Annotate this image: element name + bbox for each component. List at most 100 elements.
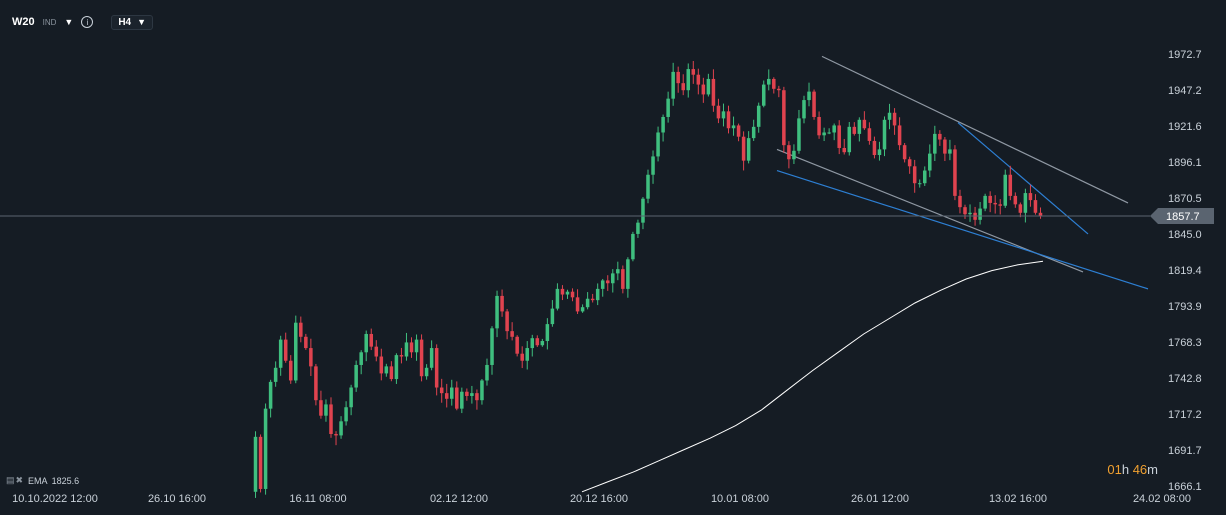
candle-body bbox=[756, 105, 761, 127]
candle-body bbox=[706, 78, 711, 95]
candle-body bbox=[671, 71, 675, 99]
candle-body bbox=[294, 322, 298, 381]
chart-header: W20 IND ▼ i H4 ▼ bbox=[12, 12, 154, 32]
candle-body bbox=[953, 149, 957, 196]
candle-body bbox=[882, 119, 887, 150]
candle-body bbox=[490, 328, 494, 365]
candle-body bbox=[852, 126, 857, 134]
trendline bbox=[957, 122, 1089, 235]
candle-body bbox=[510, 331, 514, 337]
candle-body bbox=[414, 339, 419, 353]
countdown-hours: 01 bbox=[1107, 462, 1122, 477]
candle-body bbox=[600, 280, 605, 289]
candle-body bbox=[324, 404, 328, 416]
x-tick-label: 16.11 08:00 bbox=[289, 493, 346, 505]
candle-body bbox=[892, 112, 897, 126]
candle-body bbox=[676, 71, 680, 84]
candle-body bbox=[746, 138, 751, 161]
timeframe-select[interactable]: H4 ▼ bbox=[111, 14, 154, 30]
candle-body bbox=[545, 324, 550, 342]
x-tick-label: 13.02 16:00 bbox=[989, 493, 1047, 505]
info-icon[interactable]: i bbox=[81, 16, 94, 28]
candle-body bbox=[439, 387, 444, 394]
candle-body bbox=[938, 133, 942, 140]
candle-body bbox=[595, 288, 600, 301]
candle-body bbox=[309, 348, 313, 367]
x-tick-label: 20.12 16:00 bbox=[570, 493, 628, 505]
candle-body bbox=[520, 353, 524, 361]
candle-body bbox=[570, 291, 575, 298]
candle-body bbox=[258, 436, 263, 489]
countdown-m-unit: m bbox=[1147, 462, 1158, 477]
y-tick-label: 1921.6 bbox=[1168, 121, 1202, 133]
candle-body bbox=[409, 342, 414, 353]
trendlines bbox=[776, 55, 1149, 290]
candle-body bbox=[1038, 212, 1043, 217]
symbol-label[interactable]: W20 bbox=[12, 16, 35, 28]
y-tick-label: 1870.5 bbox=[1168, 193, 1202, 205]
candle-body bbox=[540, 341, 545, 346]
candle-body bbox=[460, 391, 464, 409]
candle-body bbox=[681, 83, 685, 91]
candle-body bbox=[590, 298, 595, 301]
x-tick-label: 10.01 08:00 bbox=[711, 493, 769, 505]
candle-body bbox=[691, 69, 696, 75]
candle-body bbox=[978, 208, 982, 220]
candle-body bbox=[565, 291, 570, 295]
chevron-down-icon[interactable]: ▼ bbox=[64, 17, 74, 27]
candle-body bbox=[651, 156, 655, 175]
indicator-name: EMA bbox=[28, 475, 48, 486]
chevron-down-icon: ▼ bbox=[137, 17, 147, 27]
candle-body bbox=[485, 364, 489, 381]
candle-body bbox=[560, 288, 565, 295]
candle-body bbox=[827, 132, 831, 134]
candle-body bbox=[455, 387, 459, 409]
candle-body bbox=[626, 259, 630, 289]
trendline bbox=[821, 55, 1129, 204]
candle-body bbox=[334, 434, 338, 436]
y-tick-label: 1691.7 bbox=[1168, 445, 1202, 457]
candle-body bbox=[726, 111, 731, 129]
y-tick-label: 1896.1 bbox=[1168, 157, 1202, 169]
candle-body bbox=[802, 100, 806, 119]
current-price-label: 1857.7 bbox=[1166, 211, 1200, 223]
candle-body bbox=[636, 222, 640, 234]
candle-body bbox=[922, 170, 927, 184]
candle-body bbox=[812, 91, 816, 117]
candle-body bbox=[933, 133, 937, 154]
candle-body bbox=[751, 126, 756, 139]
indicator-value: 1825.6 bbox=[51, 475, 80, 486]
candle-body bbox=[505, 311, 509, 332]
candle-body bbox=[364, 333, 368, 353]
candle-body bbox=[887, 112, 892, 120]
candle-body bbox=[449, 387, 454, 399]
candle-body bbox=[928, 153, 932, 171]
x-tick-label: 02.12 12:00 bbox=[430, 493, 488, 505]
candle-body bbox=[389, 366, 394, 380]
ema-path bbox=[581, 260, 1044, 493]
candle-body bbox=[787, 145, 791, 160]
candle-body bbox=[611, 273, 615, 284]
candle-body bbox=[404, 342, 409, 357]
candle-body bbox=[621, 269, 625, 289]
time-axis: 10.10.2022 12:00 26.10 16:00 16.11 08:00 02… bbox=[12, 493, 1191, 505]
candle-body bbox=[359, 352, 363, 365]
y-tick-label: 1768.3 bbox=[1168, 337, 1202, 349]
candle-body bbox=[711, 78, 716, 106]
candle-body bbox=[761, 84, 766, 106]
countdown-minutes: 46 bbox=[1132, 462, 1148, 477]
candle-body bbox=[253, 436, 258, 492]
candle-body bbox=[1033, 200, 1038, 213]
candle-body bbox=[837, 125, 841, 148]
candle-body bbox=[817, 116, 821, 136]
x-tick-label: 26.01 12:00 bbox=[851, 493, 909, 505]
candle-body bbox=[555, 288, 560, 309]
candle-body bbox=[605, 280, 610, 284]
candle-body bbox=[902, 145, 907, 160]
candle-body bbox=[872, 140, 877, 156]
candle-body bbox=[319, 400, 323, 416]
candle-body bbox=[500, 295, 504, 312]
indicator-settings-icon[interactable]: ▤✖ bbox=[6, 475, 25, 485]
candle-body bbox=[535, 338, 540, 346]
